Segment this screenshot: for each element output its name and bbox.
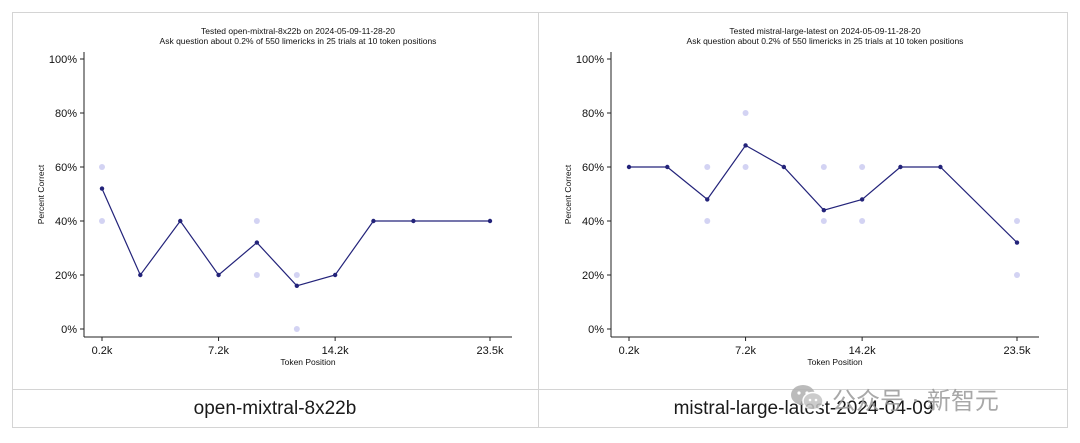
data-point (294, 283, 300, 288)
y-axis-label: Percent Correct (563, 164, 573, 224)
chart-subtitle: Ask question about 0.2% of 550 limericks… (687, 36, 964, 46)
chart-subtitle: Ask question about 0.2% of 550 limericks… (160, 36, 437, 46)
data-point (138, 272, 143, 278)
data-point (705, 197, 710, 202)
x-tick-label: 7.2k (735, 345, 756, 357)
trial-point (1014, 272, 1020, 278)
trial-point (820, 164, 827, 170)
chart-title: Tested open-mixtral-8x22b on 2024-05-09-… (201, 26, 395, 36)
caption-left: open-mixtral-8x22b (12, 389, 538, 428)
x-tick-label: 23.5k (1004, 345, 1031, 357)
y-tick-label: 100% (49, 54, 77, 66)
trial-point (704, 164, 711, 170)
y-tick-label: 0% (588, 324, 604, 336)
x-tick-label: 14.2k (849, 345, 876, 357)
data-point (938, 164, 943, 170)
chart-right: Tested mistral-large-latest on 2024-05-0… (563, 26, 1039, 367)
chart-left: Tested open-mixtral-8x22b on 2024-05-09-… (36, 26, 512, 367)
data-point (254, 240, 260, 245)
data-point (781, 164, 787, 170)
series-line (101, 188, 490, 287)
y-tick-label: 20% (55, 270, 77, 282)
x-axis-label: Token Position (280, 357, 336, 367)
y-tick-label: 40% (55, 216, 77, 228)
y-tick-label: 80% (55, 108, 77, 120)
data-point (859, 197, 865, 202)
chart-panel-right: Tested mistral-large-latest on 2024-05-0… (539, 12, 1068, 428)
y-tick-label: 0% (61, 324, 77, 336)
data-point (99, 186, 105, 191)
trial-point (1014, 218, 1020, 224)
x-axis-label: Token Position (807, 357, 863, 367)
trial-point (859, 218, 866, 224)
trial-point (742, 164, 749, 170)
trial-point (859, 164, 866, 170)
figure-frame (12, 12, 1068, 428)
y-axis-label: Percent Correct (36, 164, 46, 224)
trial-point (742, 110, 749, 116)
data-point (487, 218, 493, 224)
trial-point (293, 272, 300, 278)
trial-point (704, 218, 711, 224)
watermark: 公众号 · 新智元 (790, 382, 999, 415)
y-tick-label: 20% (582, 270, 604, 282)
data-point (411, 218, 416, 224)
x-tick-label: 23.5k (477, 345, 504, 357)
data-point (743, 143, 748, 148)
data-point (665, 164, 670, 170)
y-tick-label: 40% (582, 216, 604, 228)
x-tick-label: 14.2k (322, 345, 349, 357)
chart-title: Tested mistral-large-latest on 2024-05-0… (729, 26, 920, 36)
data-point (332, 272, 338, 278)
y-tick-label: 60% (55, 162, 77, 174)
data-point (371, 218, 376, 224)
chart-panel-left: Tested open-mixtral-8x22b on 2024-05-09-… (12, 12, 539, 428)
y-tick-label: 100% (576, 54, 604, 66)
trial-point (99, 218, 105, 224)
data-point (1014, 240, 1020, 245)
x-tick-label: 0.2k (619, 345, 640, 357)
wechat-icon (791, 385, 824, 411)
trial-point (820, 218, 827, 224)
trial-point (293, 326, 300, 332)
data-point (178, 218, 183, 224)
data-point (821, 208, 827, 213)
x-tick-label: 0.2k (92, 345, 113, 357)
x-tick-label: 7.2k (208, 345, 229, 357)
watermark-text: 公众号 · 新智元 (832, 386, 999, 415)
data-point (626, 164, 632, 170)
trial-point (253, 218, 260, 224)
data-point (898, 164, 903, 170)
y-tick-label: 80% (582, 108, 604, 120)
data-point (216, 272, 221, 278)
y-tick-label: 60% (582, 162, 604, 174)
trial-point (99, 164, 105, 170)
series-line (629, 144, 1018, 244)
trial-point (253, 272, 260, 278)
